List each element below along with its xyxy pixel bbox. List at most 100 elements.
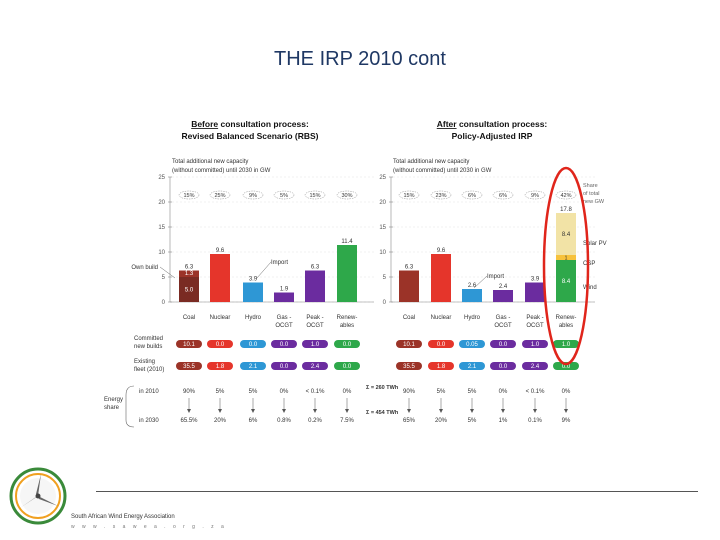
- wind-segment-bar: [556, 260, 576, 302]
- right-committed-pill: [396, 340, 422, 348]
- right-category-label: Hydro: [464, 315, 481, 321]
- left-category-label: Hydro: [245, 315, 262, 321]
- left-share-2030: 7.5%: [340, 418, 354, 424]
- left-share-2030: 0.2%: [308, 418, 322, 424]
- left-import-pointer: [256, 261, 272, 279]
- bar-total-label: 11.4: [341, 239, 353, 245]
- left-committed-pill: [207, 340, 233, 348]
- right-ytick-label: 20: [379, 200, 386, 206]
- wind-turbine-logo-icon: [9, 467, 67, 525]
- energy-share-label-2: share: [104, 405, 120, 411]
- left-committed-pill: [302, 340, 328, 348]
- right-panel-title: After consultation process:: [437, 119, 548, 129]
- committed-label-2: new builds: [134, 344, 162, 350]
- energy-share-label-1: Energy: [104, 397, 123, 403]
- right-share-2030: 5%: [468, 418, 477, 424]
- right-bar-0: [399, 270, 419, 302]
- left-existing-pill: [176, 362, 202, 370]
- right-share-2030: 9%: [562, 418, 571, 424]
- csp-segment-bar: [556, 255, 576, 260]
- right-share-arrowhead: [501, 409, 505, 413]
- left-committed-pill: [271, 340, 297, 348]
- left-share-2030: 6%: [249, 418, 258, 424]
- left-share-2010: < 0.1%: [306, 389, 326, 395]
- left-existing-pill: [271, 362, 297, 370]
- wind-legend-label: Wind: [583, 285, 597, 291]
- bar-total-label: 2.6: [468, 283, 477, 289]
- left-share-2010: 90%: [183, 389, 196, 395]
- bar-total-label: 9.6: [216, 248, 225, 254]
- right-existing-value: 0.0: [562, 364, 571, 370]
- right-share-2010: 0%: [562, 389, 571, 395]
- right-existing-value: 2.4: [531, 364, 540, 370]
- right-share-2030: 1%: [499, 418, 508, 424]
- right-existing-pill: [490, 362, 516, 370]
- right-share-arrowhead: [470, 409, 474, 413]
- left-share-2010: 5%: [249, 389, 258, 395]
- left-bar-4: [305, 270, 325, 302]
- solar-pv-segment-label: 8.4: [562, 232, 571, 238]
- left-share-2010: 0%: [280, 389, 289, 395]
- right-share-2010: 90%: [403, 389, 416, 395]
- left-bar-1: [210, 254, 230, 302]
- left-committed-value: 1.0: [311, 342, 320, 348]
- bar-total-label: 2.4: [499, 284, 508, 290]
- right-share-2010: 5%: [468, 389, 477, 395]
- right-category-label: Coal: [403, 315, 415, 321]
- left-category-label: Peak -: [306, 315, 323, 321]
- right-committed-value: 0.0: [499, 342, 508, 348]
- left-category-label: OCGT: [275, 323, 293, 329]
- bar-total-label: 6.3: [405, 265, 414, 271]
- left-category-label: Coal: [183, 315, 195, 321]
- left-committed-pill: [176, 340, 202, 348]
- left-committed-value: 0.0: [280, 342, 289, 348]
- right-share-arrowhead: [407, 409, 411, 413]
- right-share-arrowhead: [564, 409, 568, 413]
- footer-rule: [96, 491, 698, 492]
- coal-import-bar: [179, 270, 199, 277]
- right-existing-pill: [522, 362, 548, 370]
- left-ytick-label: 15: [158, 225, 165, 231]
- left-import-label: Import: [271, 260, 288, 266]
- left-share-arrowhead: [282, 409, 286, 413]
- left-share-label: 30%: [341, 193, 352, 199]
- solar-pv-legend-label: Solar PV: [583, 241, 607, 247]
- right-share-label: 9%: [531, 193, 539, 199]
- bar-total-label: 3.9: [531, 277, 540, 283]
- left-share-2030: 65.5%: [180, 418, 198, 424]
- bar-total-label: 3.9: [249, 277, 258, 283]
- left-axis-caption-2: (without committed) until 2030 in GW: [172, 168, 271, 174]
- solar-pv-segment-bar: [556, 213, 576, 255]
- left-existing-value: 0.0: [343, 364, 352, 370]
- right-bar-2: [462, 289, 482, 302]
- left-panel-title: Before consultation process:: [191, 119, 309, 129]
- right-category-label: Gas -: [496, 315, 511, 321]
- left-ytick-label: 0: [162, 300, 166, 306]
- left-existing-pill: [207, 362, 233, 370]
- right-share-oval: [430, 190, 452, 200]
- right-category-label: Renew-: [556, 315, 577, 321]
- left-share-label: 15%: [309, 193, 320, 199]
- right-existing-pill: [396, 362, 422, 370]
- right-committed-value: 10.1: [403, 342, 415, 348]
- right-committed-value: 1.0: [531, 342, 540, 348]
- right-committed-value: 0.05: [466, 342, 478, 348]
- left-share-2030: 20%: [214, 418, 227, 424]
- right-committed-pill: [553, 340, 579, 348]
- right-committed-value: 1.0: [562, 342, 571, 348]
- right-share-oval: [461, 190, 483, 200]
- renewables-highlight-circle: [542, 166, 590, 366]
- right-bar-1: [431, 254, 451, 302]
- left-share-arrowhead: [313, 409, 317, 413]
- left-category-label: OCGT: [306, 323, 324, 329]
- right-share-label: 6%: [499, 193, 507, 199]
- slide-title: THE IRP 2010 cont: [274, 48, 446, 70]
- left-committed-pill: [334, 340, 360, 348]
- left-ytick-label: 20: [158, 200, 165, 206]
- left-committed-pill: [240, 340, 266, 348]
- right-share-oval: [398, 190, 420, 200]
- left-existing-value: 35.5: [183, 364, 195, 370]
- right-existing-value: 0.0: [499, 364, 508, 370]
- right-import-label: Import: [487, 274, 504, 280]
